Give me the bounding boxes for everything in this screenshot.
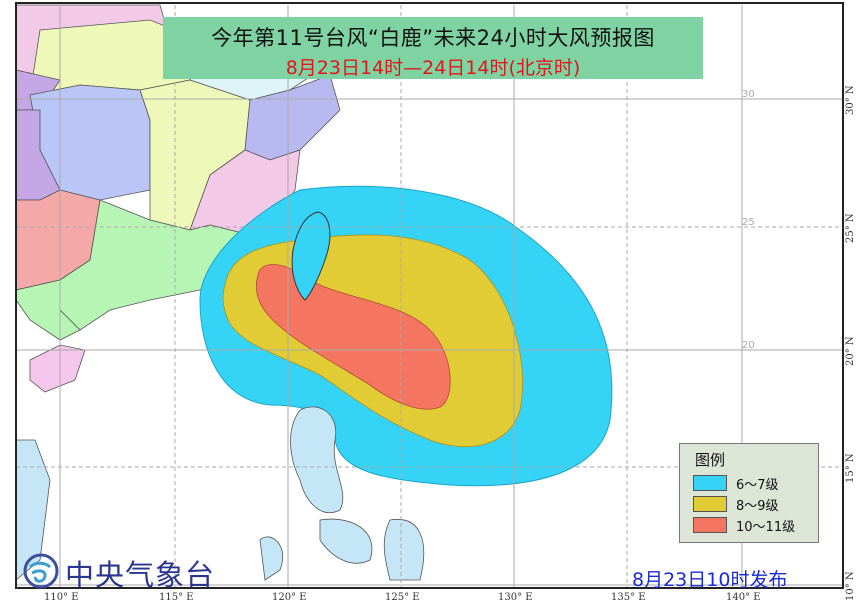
lat-label: 30° N	[845, 85, 856, 115]
legend-title: 图例	[695, 451, 726, 469]
inner-lat-label: 30	[742, 89, 755, 100]
lon-label: 130° E	[498, 592, 533, 603]
issue-time: 8月23日10时发布	[632, 569, 788, 591]
lat-label: 15° N	[845, 453, 856, 483]
legend: 图例 6～7级 8～9级 10～11级	[679, 443, 819, 543]
philippines	[259, 406, 424, 581]
taiwan	[291, 211, 331, 301]
legend-label: 10～11级	[736, 520, 796, 535]
publisher-name: 中央气象台	[65, 558, 216, 592]
lon-label: 115° E	[159, 592, 194, 603]
lon-label: 125° E	[385, 592, 420, 603]
legend-swatch	[693, 517, 727, 533]
lat-label: 10° N	[845, 571, 856, 601]
title-box: 今年第11号台风“白鹿”未来24小时大风预报图 8月23日14时—24日14时(…	[163, 17, 703, 79]
legend-swatch	[693, 496, 727, 512]
lon-label: 140° E	[726, 592, 761, 603]
forecast-period: 8月23日14时—24日14时(北京时)	[285, 57, 581, 79]
legend-label: 8～9级	[736, 499, 779, 514]
inner-lat-label: 20	[742, 340, 755, 351]
lat-label: 25° N	[845, 213, 856, 243]
lon-label: 120° E	[272, 592, 307, 603]
legend-label: 6～7级	[736, 478, 779, 493]
lon-label: 110° E	[44, 592, 79, 603]
legend-swatch	[693, 475, 727, 491]
lat-label: 20° N	[845, 336, 856, 366]
map-frame	[15, 2, 844, 589]
map-title: 今年第11号台风“白鹿”未来24小时大风预报图	[211, 26, 655, 50]
inner-lat-label: 25	[742, 217, 755, 228]
lon-label: 135° E	[611, 592, 646, 603]
graticule	[16, 5, 843, 588]
nmc-logo-icon	[23, 553, 59, 589]
